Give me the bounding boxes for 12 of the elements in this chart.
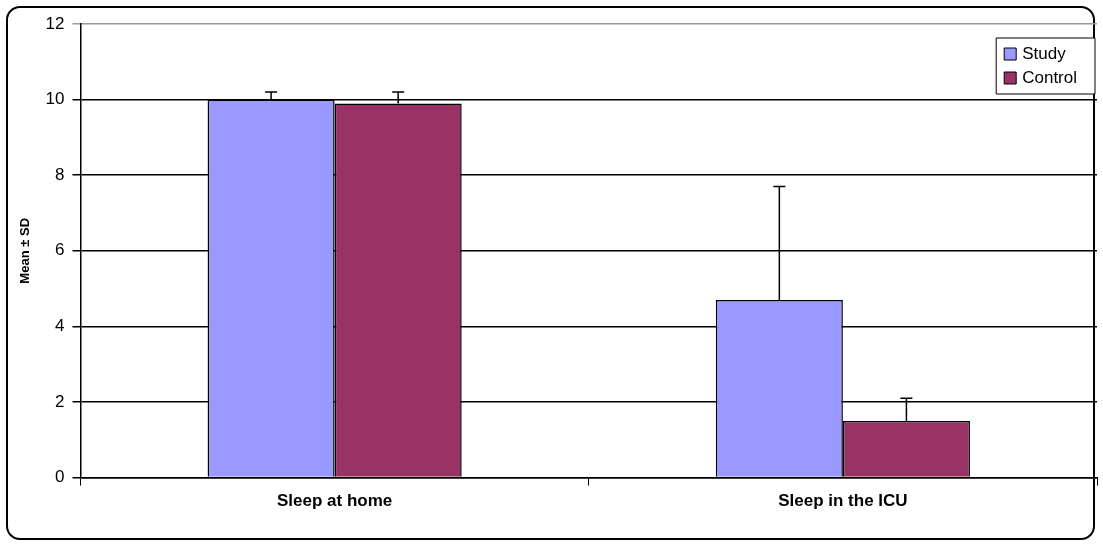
y-tick-label: 10 [45,89,65,109]
y-axis-title: Mean ± SD [17,217,33,284]
legend-label: Control [1022,67,1078,87]
y-tick-label: 0 [55,467,65,487]
x-tick-label: Sleep at home [277,491,393,511]
y-tick-label: 4 [55,316,65,336]
y-tick-label: 2 [55,391,65,411]
y-tick-label: 6 [55,240,65,260]
legend-label: Study [1022,43,1067,63]
x-tick-label: Sleep in the ICU [778,491,908,511]
y-tick-label: 12 [45,13,65,33]
y-tick-label: 8 [55,164,65,184]
